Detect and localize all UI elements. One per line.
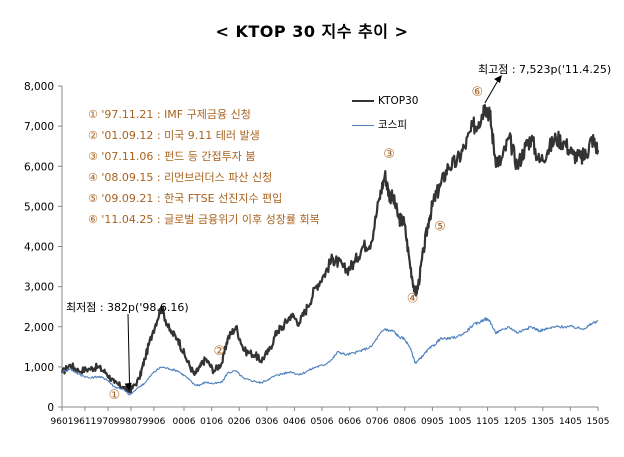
legend-label-kospi: 코스피 bbox=[378, 119, 407, 131]
x-tick-label: 1205 bbox=[504, 417, 527, 427]
y-tick-label: 8,000 bbox=[24, 81, 54, 93]
chart-title: < KTOP 30 지수 추이 > bbox=[215, 22, 409, 41]
x-tick-label: 1105 bbox=[476, 417, 499, 427]
y-tick-label: 6,000 bbox=[24, 161, 54, 173]
max-point-label: 최고점 : 7,523p('11.4.25) bbox=[478, 63, 612, 76]
x-tick-label: 0106 bbox=[200, 417, 223, 427]
x-tick-label: 0606 bbox=[338, 417, 361, 427]
event-note-4: ④ '08.09.15 : 리먼브러더스 파산 신청 bbox=[88, 171, 273, 184]
event-marker-1: ① bbox=[109, 388, 121, 403]
legend-swatch-kospi bbox=[352, 124, 374, 126]
series-line-kospi bbox=[61, 317, 599, 396]
min-point-label: 최저점 : 382p('98.6.16) bbox=[66, 301, 189, 314]
event-marker-3: ③ bbox=[383, 147, 395, 162]
event-marker-5: ⑤ bbox=[434, 219, 446, 234]
x-tick-label: 0306 bbox=[255, 417, 278, 427]
event-note-1: ① '97.11.21 : IMF 구제금융 신청 bbox=[88, 108, 251, 121]
legend-item-ktop30: KTOP30 bbox=[352, 95, 418, 107]
x-tick-label: 1505 bbox=[587, 417, 610, 427]
x-tick-label: 0206 bbox=[228, 417, 251, 427]
min-point-arrowhead bbox=[124, 382, 132, 392]
min-point-arrow bbox=[127, 313, 131, 389]
x-tick-label: 9611 bbox=[73, 417, 96, 427]
max-point-arrowhead bbox=[494, 75, 502, 83]
event-note-3: ③ '07.11.06 : 펀드 등 간접투자 붐 bbox=[88, 150, 256, 163]
x-tick-label: 0006 bbox=[173, 417, 196, 427]
y-tick-label: 1,000 bbox=[24, 362, 54, 374]
x-tick-label: 1305 bbox=[531, 417, 554, 427]
x-tick-label: 1405 bbox=[559, 417, 582, 427]
y-tick-label: 0 bbox=[47, 402, 54, 414]
series-line-ktop30 bbox=[60, 103, 600, 395]
y-tick-label: 7,000 bbox=[24, 121, 54, 133]
y-tick-label: 3,000 bbox=[24, 282, 54, 294]
event-note-6: ⑥ '11.04.25 : 글로벌 금융위기 이후 성장률 회복 bbox=[88, 213, 320, 226]
event-marker-6: ⑥ bbox=[472, 85, 484, 100]
max-point-arrow bbox=[484, 76, 501, 104]
x-tick-label: 9601 bbox=[51, 417, 74, 427]
x-tick-label: 9709 bbox=[97, 417, 120, 427]
x-tick-label: 0406 bbox=[283, 417, 306, 427]
x-tick-label: 9906 bbox=[142, 417, 165, 427]
y-tick-label: 2,000 bbox=[24, 322, 54, 334]
event-marker-4: ④ bbox=[407, 292, 419, 307]
x-tick-label: 0905 bbox=[421, 417, 444, 427]
event-note-5: ⑤ '09.09.21 : 한국 FTSE 선진지수 편입 bbox=[88, 192, 283, 205]
legend-label-ktop30: KTOP30 bbox=[378, 95, 419, 107]
legend-swatch-ktop30 bbox=[352, 100, 374, 102]
y-tick-label: 5,000 bbox=[24, 201, 54, 213]
legend-item-kospi: 코스피 bbox=[352, 117, 407, 132]
event-note-2: ② '01.09.12 : 미국 9.11 테러 발생 bbox=[88, 129, 260, 142]
x-tick-label: 0706 bbox=[366, 417, 389, 427]
x-tick-label: 0806 bbox=[393, 417, 416, 427]
x-tick-label: 9807 bbox=[120, 417, 143, 427]
x-tick-label: 1005 bbox=[449, 417, 472, 427]
event-marker-2: ② bbox=[213, 344, 225, 359]
y-tick-label: 4,000 bbox=[24, 242, 54, 254]
x-tick-label: 0506 bbox=[311, 417, 334, 427]
